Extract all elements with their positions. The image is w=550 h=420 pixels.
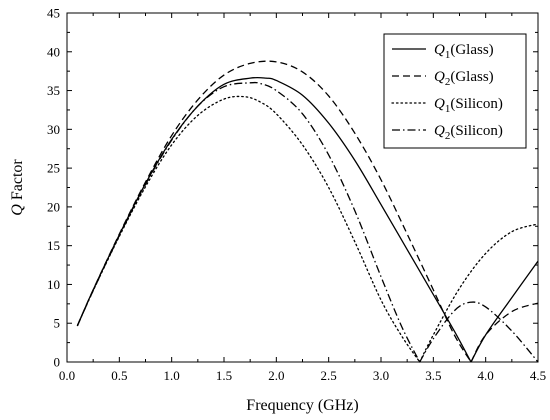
legend-label-3: Q1(Silicon)	[434, 96, 503, 115]
y-axis-title-rest: Factor	[9, 159, 26, 205]
y-axis-title-symbol: Q	[9, 204, 26, 216]
series-line-2	[76, 60, 539, 363]
x-tick-label: 1.0	[164, 368, 180, 383]
y-tick-label: 30	[47, 122, 60, 137]
x-tick-label: 3.0	[373, 368, 389, 383]
y-tick-label: 15	[47, 238, 60, 253]
legend-label-symbol: Q	[434, 69, 445, 85]
legend-label-text: (Silicon)	[450, 123, 503, 139]
y-tick-label: 0	[54, 355, 61, 370]
legend-label-subscript: 1	[445, 103, 451, 115]
legend-label-symbol: Q	[434, 123, 445, 139]
x-tick-label: 1.5	[216, 368, 232, 383]
series-line-4	[76, 81, 539, 363]
y-tick-label: 20	[47, 199, 60, 214]
y-tick-label: 35	[47, 83, 60, 98]
y-tick-label: 10	[47, 277, 60, 292]
axis-tick-labels: 0.0 0.5 1.0 1.5 2.0 2.5 3.0 3.5 4.0 4.5 0 5 10 15 20 25…	[47, 6, 546, 384]
legend: Q1(Glass)Q2(Glass)Q1(Silicon)Q2(Silicon)	[383, 33, 527, 149]
legend-label-text: (Silicon)	[450, 96, 503, 112]
legend-label-subscript: 2	[445, 76, 451, 88]
x-tick-label: 4.5	[530, 368, 546, 383]
legend-label-subscript: 2	[445, 130, 451, 142]
y-tick-label: 40	[47, 44, 60, 59]
x-tick-label: 0.5	[111, 368, 127, 383]
legend-label-text: (Glass)	[450, 69, 493, 85]
x-tick-label: 3.5	[425, 368, 441, 383]
legend-label-4: Q2(Silicon)	[434, 123, 503, 142]
y-tick-label: 5	[54, 316, 61, 331]
y-tick-label: 25	[47, 161, 60, 176]
x-tick-label: 2.5	[321, 368, 337, 383]
series-line-3	[76, 95, 539, 363]
plot-frame	[66, 12, 539, 363]
legend-label-symbol: Q	[434, 96, 445, 112]
legend-label-symbol: Q	[434, 42, 445, 58]
x-tick-label: 0.0	[59, 368, 75, 383]
y-tick-label: 45	[47, 6, 60, 21]
x-tick-label: 2.0	[268, 368, 284, 383]
x-axis-title: Frequency (GHz)	[246, 397, 358, 414]
legend-label-1: Q1(Glass)	[434, 42, 494, 61]
y-axis-title: Q Factor	[9, 159, 26, 216]
legend-label-2: Q2(Glass)	[434, 69, 494, 88]
x-tick-label: 4.0	[478, 368, 494, 383]
legend-label-subscript: 1	[445, 49, 451, 61]
plot-series	[76, 60, 539, 363]
legend-label-text: (Glass)	[450, 42, 493, 58]
legend-box	[383, 33, 527, 149]
